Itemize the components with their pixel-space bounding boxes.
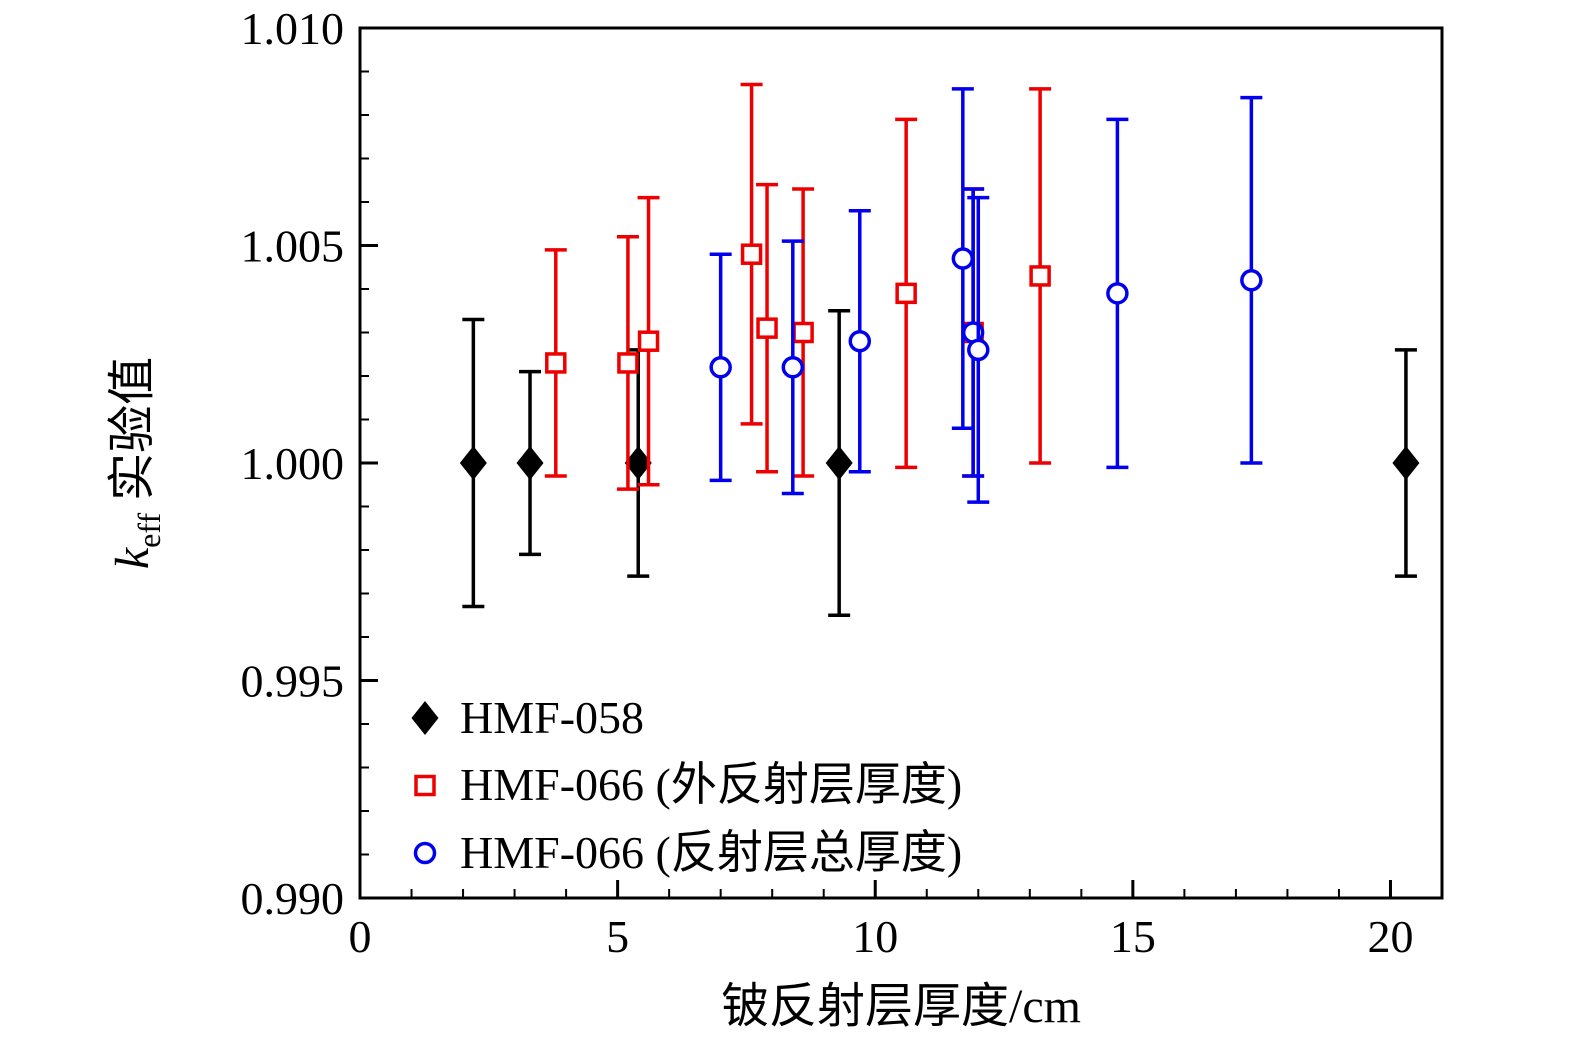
filled-diamond-marker [825, 446, 853, 480]
y-axis-label-rest: 实验值 [106, 357, 159, 513]
y-axis-label-subscript: eff [131, 513, 167, 548]
legend-label-hmf-066-total: HMF-066 (反射层总厚度) [460, 827, 962, 878]
open-circle-marker [781, 356, 805, 379]
data-point [1392, 348, 1420, 578]
legend-open-square-icon [414, 774, 436, 797]
series-0 [459, 309, 1420, 617]
legend-label-hmf-066-outer: HMF-066 (外反射层厚度) [460, 759, 962, 810]
y-tick-label: 1.005 [241, 221, 345, 272]
y-tick-label: 0.995 [241, 656, 345, 707]
open-square-marker [637, 330, 660, 352]
data-point [624, 348, 652, 578]
data-point [516, 369, 544, 557]
open-circle-marker [951, 247, 975, 270]
x-tick-label: 10 [852, 911, 898, 962]
y-axis-label-var: k [106, 546, 159, 569]
data-point [544, 248, 567, 478]
plot-area: 0 5 10 15 20 0.990 0.995 1.000 1.005 1.010 [241, 3, 1444, 962]
svg-text:keff 实验值: keff 实验值 [106, 357, 167, 569]
x-tick-label: 0 [349, 911, 372, 962]
open-square-marker [895, 282, 917, 305]
open-circle-marker [709, 356, 732, 379]
y-major-ticks: 0.990 0.995 1.000 1.005 1.010 [241, 3, 378, 924]
x-major-ticks: 0 5 10 15 20 [349, 880, 1413, 962]
filled-diamond-marker [1392, 446, 1420, 480]
open-circle-marker [967, 338, 990, 362]
data-point [1106, 117, 1129, 470]
data-point [459, 317, 487, 609]
x-axis-label: 铍反射层厚度/cm [721, 980, 1081, 1033]
legend-filled-diamond-icon [411, 701, 439, 735]
data-point [825, 309, 853, 617]
open-square-marker [740, 243, 763, 265]
open-square-marker [545, 352, 567, 374]
data-point [1029, 87, 1052, 465]
data-point [967, 195, 990, 504]
y-axis-label: keff 实验值 [106, 357, 167, 569]
filled-diamond-marker [459, 446, 487, 480]
data-point [781, 239, 805, 496]
x-tick-label: 20 [1367, 911, 1413, 962]
data-point [709, 252, 732, 483]
filled-diamond-marker [624, 446, 652, 480]
open-square-marker [792, 321, 814, 344]
legend: HMF-058 HMF-066 (外反射层厚度) HMF-066 (反射层总厚度… [411, 692, 962, 878]
open-circle-marker [1240, 269, 1263, 292]
data-point [616, 235, 639, 491]
x-tick-label: 15 [1110, 911, 1156, 962]
y-tick-label: 0.990 [241, 873, 345, 924]
x-tick-label: 5 [606, 911, 629, 962]
filled-diamond-marker [516, 446, 544, 480]
data-point [792, 187, 815, 478]
y-tick-label: 1.000 [241, 438, 345, 489]
data-point [951, 87, 975, 430]
data-point [895, 117, 918, 470]
series-2 [709, 87, 1263, 504]
data-point [637, 195, 660, 487]
open-square-marker [1029, 265, 1051, 287]
legend-open-circle-icon [413, 841, 437, 865]
data-point [740, 82, 763, 426]
y-tick-label: 1.010 [241, 3, 345, 54]
open-circle-marker [1106, 282, 1129, 305]
data-point [848, 208, 872, 474]
open-square-marker [756, 317, 778, 339]
open-square-marker [617, 352, 639, 374]
series-1 [544, 82, 1052, 491]
open-circle-marker [848, 329, 872, 353]
legend-label-hmf-058: HMF-058 [460, 692, 644, 743]
data-point [756, 182, 779, 474]
data-point [1240, 95, 1263, 465]
data-point [961, 187, 985, 478]
